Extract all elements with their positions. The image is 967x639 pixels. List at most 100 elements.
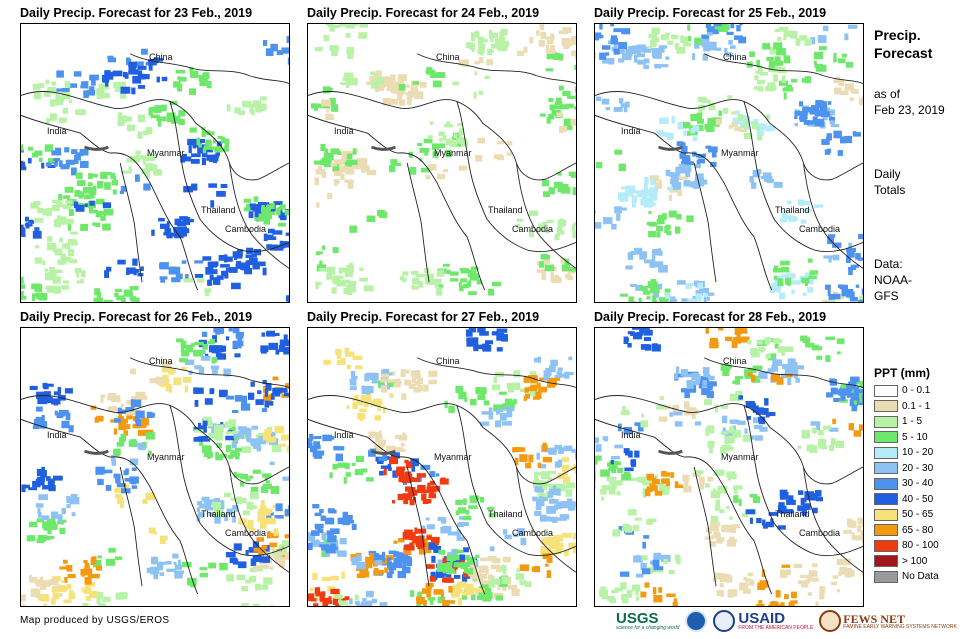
precip-cell [731,122,738,127]
precip-cell [696,297,702,302]
precip-cell [119,500,125,509]
precip-cell [822,425,832,430]
precip-cell [710,161,717,167]
precip-cell [376,209,385,217]
precip-cell [550,359,558,367]
precip-cell [730,24,735,29]
precip-cell [529,230,535,238]
precip-cell [286,36,289,44]
panel-title: Daily Precip. Forecast for 23 Feb., 2019 [20,6,253,20]
precip-cell [538,386,548,393]
precip-cell [41,515,50,521]
precip-cell [242,100,251,107]
precip-cell [631,584,641,592]
precip-cell [204,288,212,293]
precip-cell [85,595,91,601]
precip-cell [146,164,151,172]
legend-row: 10 - 20 [874,445,939,461]
precip-cell [67,574,76,579]
precip-cell [546,116,551,124]
precip-cell [97,180,103,189]
precip-cell [89,591,98,599]
precip-cell [411,466,416,472]
precip-cell [95,211,103,218]
precip-cell [789,369,793,378]
precip-cell [674,299,678,302]
precip-cell [599,34,604,39]
precip-cell [739,128,747,133]
precip-cell [488,32,499,39]
precip-cell [746,416,752,420]
precip-cell [471,571,482,578]
precip-cell [21,594,26,602]
precip-cell [805,342,815,348]
precip-cell [450,600,454,604]
precip-cell [759,123,767,131]
precip-cell [650,197,654,205]
precip-cell [97,555,102,559]
precip-cell [795,365,805,370]
precip-cell [128,69,139,75]
precip-cell [346,47,354,54]
precip-cell [382,551,386,556]
precip-cell [822,64,827,72]
precip-cell [542,221,548,227]
precip-cell [49,578,59,586]
precip-cell [733,495,739,503]
precip-cell [458,581,466,588]
fews-net-tagline: FAMINE EARLY WARNING SYSTEMS NETWORK [843,623,957,630]
precip-cell [702,153,706,158]
precip-cell [63,260,67,265]
precip-cell [819,104,828,112]
precip-cell [499,413,507,421]
precip-cell [608,487,616,495]
precip-cell [667,40,674,45]
precip-cell [393,447,403,452]
precip-cell [618,163,626,172]
precip-cell [223,254,228,263]
precip-cell [371,378,378,384]
precip-cell [846,247,856,253]
precip-cell [811,563,818,568]
precip-cell [553,52,561,59]
precip-cell [340,357,346,365]
precip-cell [765,114,770,120]
precip-cell [190,159,200,164]
precip-cell [359,401,364,406]
precip-cell [235,447,242,452]
precip-cell [710,338,719,344]
precip-cell [478,57,484,64]
precip-cell [93,591,104,599]
border-line [456,405,576,557]
precip-cell [424,268,430,274]
precip-cell [830,387,838,391]
precip-cell [468,291,477,296]
precip-cell [394,557,398,562]
precip-cell [150,566,160,575]
precip-cell [211,357,216,364]
precip-cell [264,234,274,240]
precip-cell [756,130,765,136]
precip-cell [58,410,69,415]
precip-cell [714,469,723,476]
border-line [595,114,773,291]
precip-cell [42,209,49,216]
precip-cell [478,38,488,43]
precip-cell [435,284,444,288]
precip-cell [778,505,787,513]
precip-cell [46,207,52,216]
precip-cell [478,591,483,598]
precip-cell [622,595,629,604]
precip-cell [708,27,718,35]
precip-cell [547,517,553,522]
precip-cell [404,379,412,386]
precip-cell [674,484,684,488]
precip-cell [194,429,204,433]
border-line [119,466,143,587]
precip-cell [676,171,680,177]
precip-cell [825,336,836,340]
precip-cell [441,563,451,568]
precip-cell [627,342,632,348]
precip-cell [787,377,792,386]
precip-cell [477,137,486,144]
